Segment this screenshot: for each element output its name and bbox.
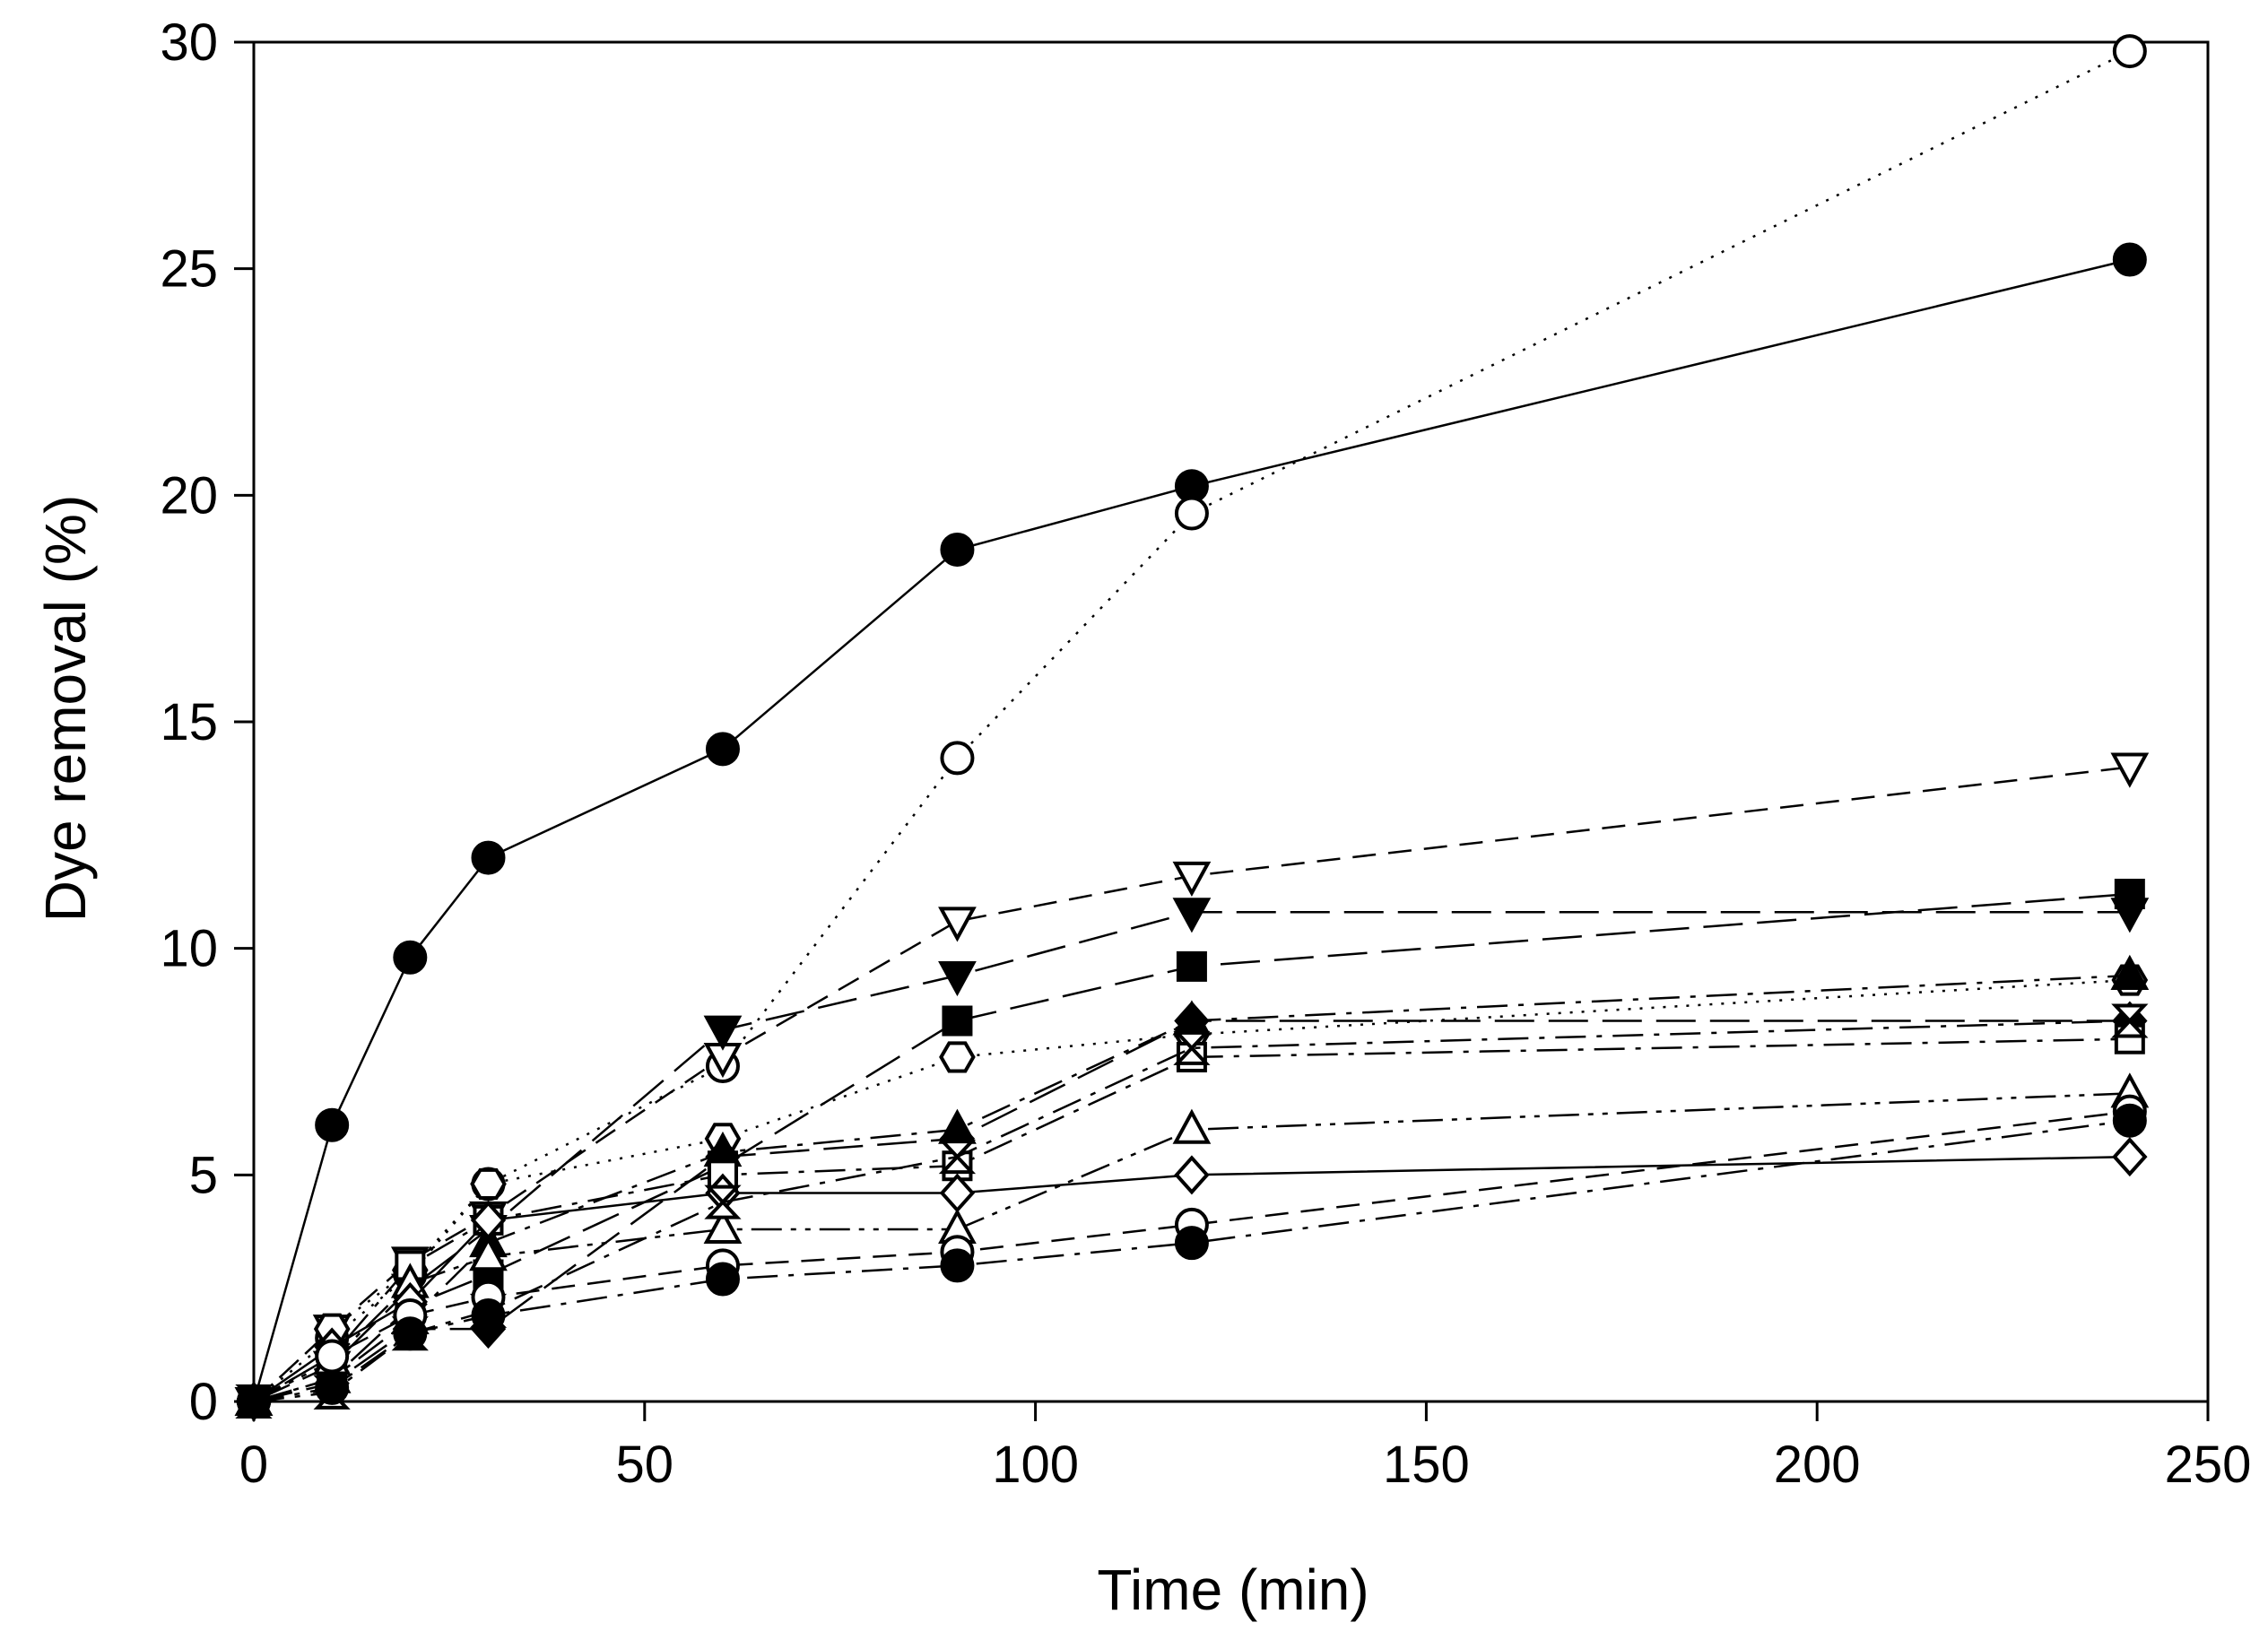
series-line (253, 910, 2130, 1403)
data-point (703, 1208, 743, 1244)
series-3 (234, 752, 2150, 1423)
data-point (2112, 242, 2147, 277)
data-point (470, 1167, 507, 1200)
series-line (253, 1037, 2130, 1403)
data-point (705, 1262, 740, 1297)
x-tick-label: 0 (239, 1436, 268, 1494)
x-tick-label: 50 (616, 1436, 674, 1494)
series-line (253, 1092, 2130, 1403)
data-point (939, 1173, 976, 1213)
series-line (253, 49, 2131, 1402)
plot-frame (252, 40, 2210, 1403)
data-point (2110, 954, 2150, 990)
series-line (253, 1119, 2130, 1403)
series-line (253, 1110, 2130, 1403)
data-point (938, 960, 977, 997)
data-point (938, 1140, 977, 1175)
data-point (469, 1236, 508, 1271)
data-point (1174, 1155, 1210, 1195)
data-point (315, 1339, 350, 1374)
data-point (940, 1248, 975, 1283)
data-point (393, 1316, 428, 1351)
y-tick-label: 10 (160, 920, 218, 978)
series-14 (237, 1103, 2147, 1419)
data-point (705, 732, 740, 767)
data-point (2112, 1137, 2148, 1177)
y-tick-label: 15 (160, 693, 218, 751)
series-line (253, 1155, 2130, 1403)
data-point (471, 840, 506, 875)
series-layer (234, 34, 2150, 1423)
data-point (2110, 752, 2150, 788)
plot-area (252, 40, 2210, 1403)
series-11 (236, 1137, 2148, 1421)
series-line (252, 258, 2131, 1402)
data-point (939, 1041, 976, 1073)
y-axis-title: Dye removal (%) (33, 495, 98, 923)
series-5 (239, 879, 2145, 1417)
x-tick-label: 150 (1383, 1436, 1470, 1494)
data-point (1172, 861, 1212, 897)
series-line (253, 1020, 2130, 1403)
data-point (2112, 34, 2147, 69)
axes-layer: 0 50 100 150 200 250 0 5 10 15 20 25 30 (160, 13, 2251, 1494)
data-point (2114, 879, 2145, 910)
data-point (1176, 950, 1207, 982)
data-point (1174, 496, 1209, 531)
data-point (704, 1184, 742, 1219)
x-tick-label: 200 (1774, 1436, 1861, 1494)
data-point (1174, 1226, 1209, 1261)
data-point (703, 1015, 743, 1051)
data-point (942, 1005, 973, 1037)
data-point (470, 1200, 507, 1240)
data-point (315, 1107, 350, 1142)
data-point (2112, 1103, 2147, 1138)
data-point (393, 940, 428, 975)
data-point (938, 907, 977, 942)
data-point (471, 1297, 506, 1332)
x-tick-label: 100 (992, 1436, 1079, 1494)
y-tick-label: 5 (189, 1146, 218, 1204)
series-line (253, 892, 2130, 1403)
data-point (2111, 1003, 2149, 1038)
data-point (1173, 1030, 1211, 1065)
data-point (940, 532, 975, 567)
series-1 (237, 242, 2147, 1419)
data-point (1172, 1108, 1212, 1144)
x-tick-label: 250 (2165, 1436, 2252, 1494)
y-tick-label: 0 (189, 1373, 218, 1431)
data-point (940, 741, 975, 776)
y-tick-label: 30 (160, 13, 218, 72)
y-tick-label: 25 (160, 240, 218, 299)
data-point (315, 1370, 350, 1405)
x-axis-title: Time (min) (1097, 1558, 1369, 1622)
data-point (1172, 898, 1212, 933)
y-tick-label: 20 (160, 466, 218, 525)
